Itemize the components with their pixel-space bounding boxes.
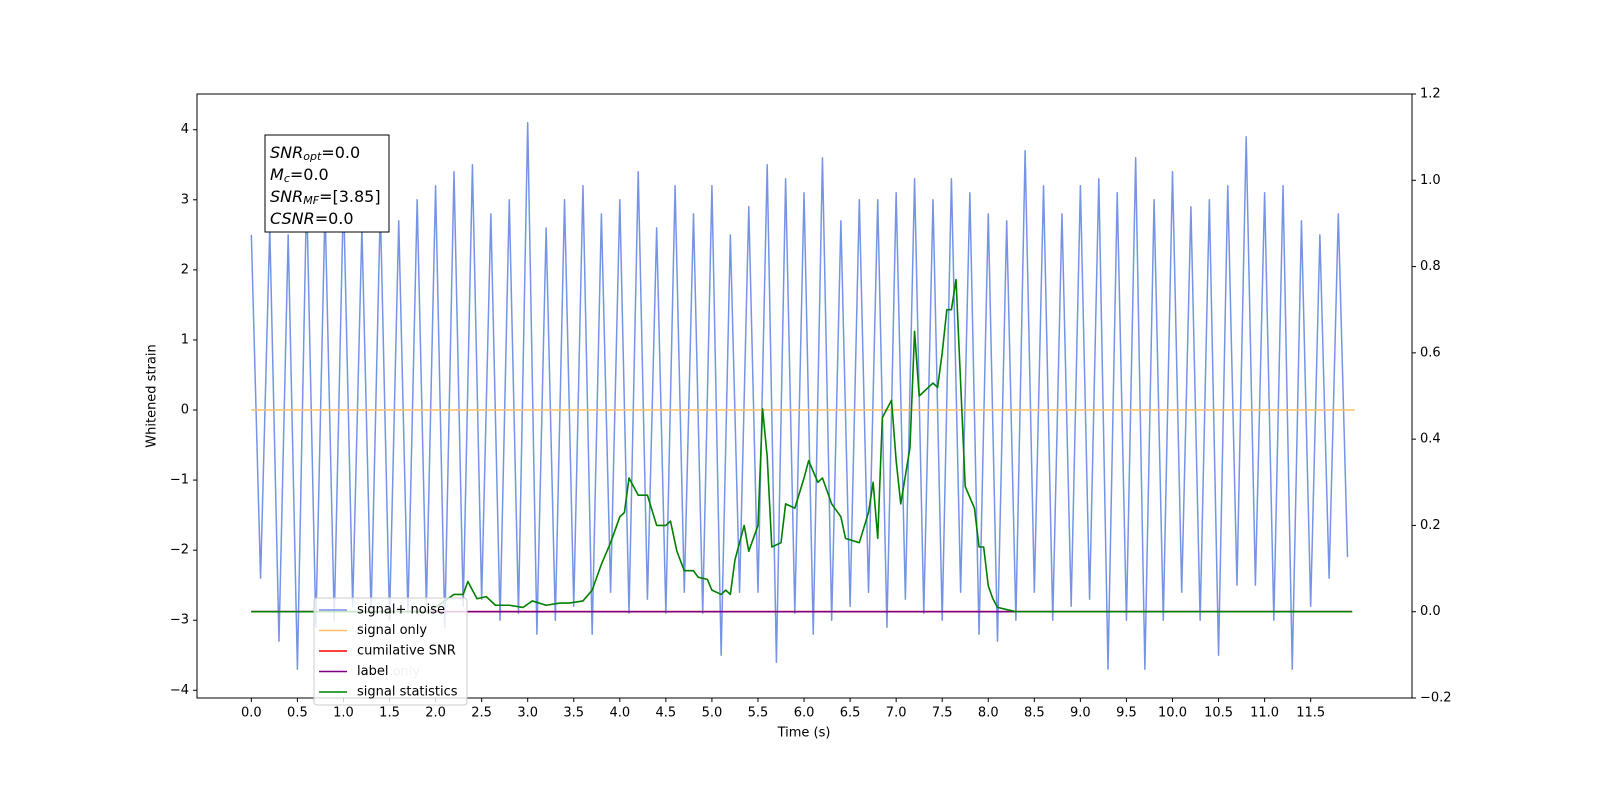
- y-tick-label: −3: [170, 613, 189, 628]
- legend-label: signal+ noise: [357, 603, 445, 618]
- x-tick-label: 10.0: [1158, 706, 1187, 721]
- y-tick-label: 2: [181, 262, 189, 277]
- y2-tick-label: 1.0: [1420, 173, 1441, 188]
- y-tick-label: −2: [170, 543, 189, 558]
- y-tick-label: 0: [181, 403, 189, 418]
- y2-tick-label: 0.0: [1420, 604, 1441, 619]
- legend-label: signal only: [357, 623, 427, 638]
- legend-label: cumilative SNR: [357, 644, 456, 659]
- legend-label: signal statistics: [357, 685, 458, 700]
- annotation-value: =0.0: [315, 209, 354, 228]
- annotation-symbol: CSNR: [270, 209, 315, 228]
- annotation-value: =0.0: [321, 143, 360, 162]
- y-axis-label: Whitened strain: [145, 344, 160, 447]
- annotation-symbol: SNR: [270, 187, 303, 206]
- x-tick-label: 10.5: [1204, 706, 1233, 721]
- annotation-symbol: M: [270, 165, 284, 184]
- x-tick-label: 5.0: [702, 706, 723, 721]
- x-tick-label: 7.5: [932, 706, 953, 721]
- x-axis-label: Time (s): [777, 726, 831, 741]
- x-tick-label: 8.5: [1024, 706, 1045, 721]
- annotation-frame: [264, 134, 390, 233]
- annotation-value: =0.0: [290, 165, 329, 184]
- x-tick-label: 3.0: [517, 706, 538, 721]
- x-tick-label: 9.5: [1116, 706, 1137, 721]
- y2-tick-label: 0.2: [1420, 518, 1441, 533]
- x-tick-label: 5.5: [748, 706, 769, 721]
- x-tick-label: 11.0: [1250, 706, 1279, 721]
- x-tick-label: 2.5: [471, 706, 492, 721]
- y2-tick-label: 0.8: [1420, 259, 1441, 274]
- y2-tick-label: 1.2: [1420, 87, 1441, 102]
- annotation-subscript: c: [284, 172, 290, 185]
- x-tick-label: 6.0: [794, 706, 815, 721]
- annotation-text: CSNR=0.0: [270, 209, 354, 228]
- annotation-text: SNRopt=0.0: [270, 143, 360, 164]
- x-tick-label: 4.5: [656, 706, 677, 721]
- y2-tick-label: −0.2: [1420, 691, 1452, 706]
- y2-tick-label: 0.6: [1420, 345, 1441, 360]
- annotation-symbol: SNR: [270, 143, 303, 162]
- y-tick-label: −4: [170, 683, 189, 698]
- legend-label: label: [357, 664, 388, 679]
- x-tick-label: 7.0: [886, 706, 907, 721]
- y-tick-label: −1: [170, 473, 189, 488]
- x-tick-label: 2.0: [425, 706, 446, 721]
- series-line: [251, 278, 1353, 613]
- x-tick-label: 4.0: [609, 706, 630, 721]
- legend-frame: [313, 597, 468, 706]
- series-line: [250, 121, 1349, 671]
- annotation-text: Mc=0.0: [270, 165, 329, 186]
- x-tick-label: 6.5: [840, 706, 861, 721]
- x-tick-label: 0.5: [287, 706, 308, 721]
- x-tick-label: 1.5: [379, 706, 400, 721]
- y-tick-label: 4: [181, 122, 189, 137]
- y-tick-label: 1: [181, 332, 189, 347]
- y-tick-label: 3: [181, 192, 189, 207]
- x-tick-label: 1.0: [333, 706, 354, 721]
- x-tick-label: 3.5: [563, 706, 584, 721]
- annotation-text: SNRMF=[3.85]: [270, 187, 381, 208]
- y2-tick-label: 0.4: [1420, 432, 1441, 447]
- x-tick-label: 8.0: [978, 706, 999, 721]
- x-tick-label: 11.5: [1296, 706, 1325, 721]
- annotation-subscript: opt: [303, 150, 322, 163]
- annotation-value: =[3.85]: [319, 187, 381, 206]
- x-tick-label: 9.0: [1070, 706, 1091, 721]
- x-tick-label: 0.0: [241, 706, 262, 721]
- annotation-subscript: MF: [303, 194, 319, 207]
- plot-frame: [196, 93, 1413, 699]
